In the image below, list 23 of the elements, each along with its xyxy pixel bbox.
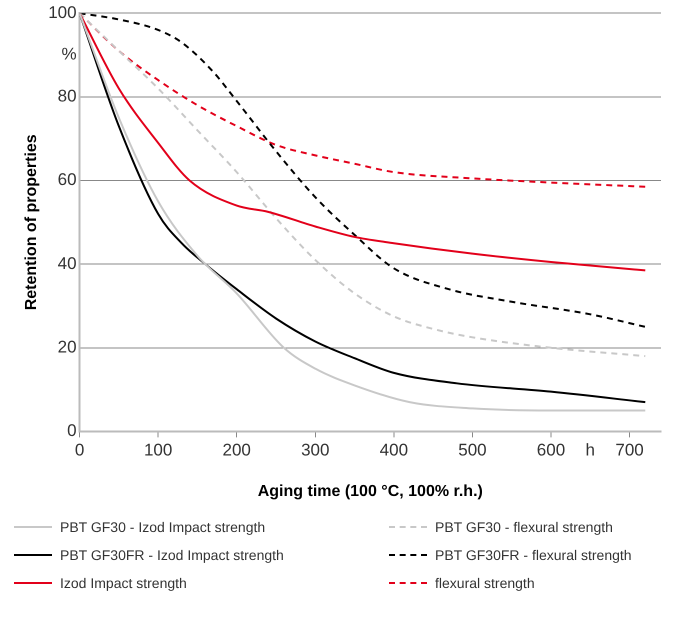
x-tick-label: 700 xyxy=(615,440,644,460)
y-tick-label: 60 xyxy=(58,170,77,190)
x-tick-label: 300 xyxy=(301,440,330,460)
x-axis-title: Aging time (100 °C, 100% r.h.) xyxy=(258,482,483,500)
legend-label: PBT GF30 - flexural strength xyxy=(435,519,613,535)
y-axis-title: Retention of properties xyxy=(23,134,40,310)
legend-label: flexural strength xyxy=(435,575,535,591)
x-tick-label: 500 xyxy=(458,440,487,460)
legend-label: PBT GF30FR - Izod Impact strength xyxy=(60,547,284,563)
y-tick-label: 80 xyxy=(58,86,77,106)
x-tick-label: 600 xyxy=(536,440,566,460)
y-tick-label: 20 xyxy=(58,337,77,356)
legend-label: PBT GF30FR - flexural strength xyxy=(435,547,632,563)
y-tick-label: 100 xyxy=(48,2,77,22)
x-tick-label: 200 xyxy=(222,440,251,460)
legend-label: Izod Impact strength xyxy=(60,575,187,591)
y-tick-label: 40 xyxy=(58,254,77,273)
y-tick-label: % xyxy=(61,44,77,64)
legend-label: PBT GF30 - Izod Impact strength xyxy=(60,519,266,535)
x-tick-label: h xyxy=(586,440,596,460)
x-tick-label: 400 xyxy=(380,440,408,460)
y-tick-label: 0 xyxy=(67,421,77,440)
x-tick-label: 100 xyxy=(144,440,172,460)
